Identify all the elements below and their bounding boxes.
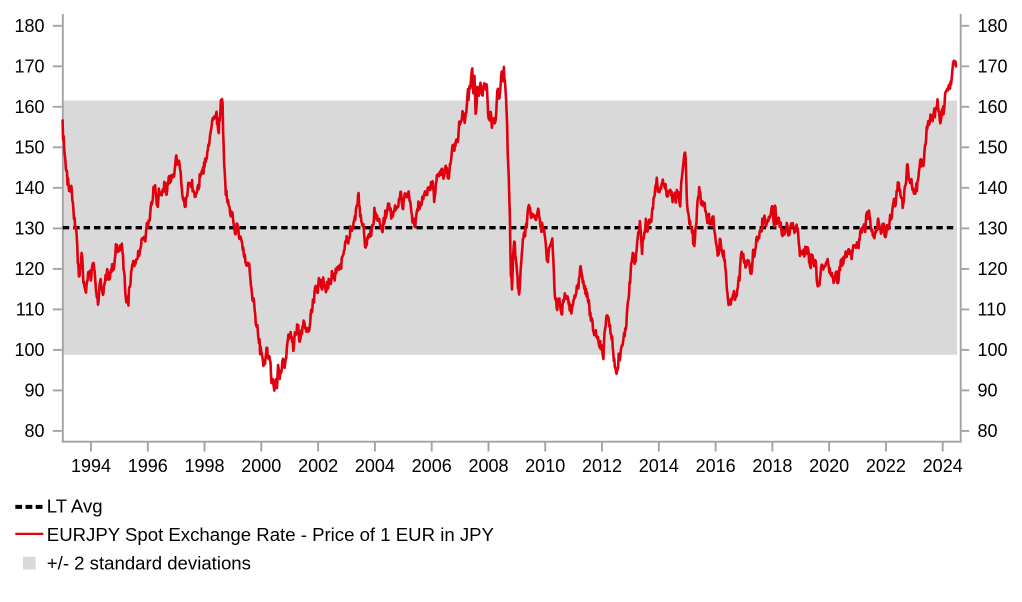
svg-text:150: 150 <box>14 137 44 157</box>
svg-text:LT Avg: LT Avg <box>47 496 103 517</box>
svg-text:90: 90 <box>24 380 44 400</box>
svg-text:130: 130 <box>978 218 1008 238</box>
svg-text:110: 110 <box>16 299 45 319</box>
svg-text:2006: 2006 <box>412 456 452 476</box>
svg-text:2024: 2024 <box>923 456 963 476</box>
svg-text:150: 150 <box>978 137 1008 157</box>
svg-text:1994: 1994 <box>71 456 111 476</box>
svg-text:2008: 2008 <box>468 456 508 476</box>
svg-text:2012: 2012 <box>582 456 622 476</box>
svg-text:2000: 2000 <box>241 456 281 476</box>
svg-text:2004: 2004 <box>355 456 395 476</box>
svg-text:120: 120 <box>14 259 44 279</box>
svg-text:EURJPY Spot Exchange Rate - Pr: EURJPY Spot Exchange Rate - Price of 1 E… <box>47 524 494 545</box>
svg-text:120: 120 <box>978 259 1008 279</box>
svg-text:2010: 2010 <box>525 456 565 476</box>
svg-text:1996: 1996 <box>128 456 168 476</box>
svg-text:140: 140 <box>978 178 1008 198</box>
svg-text:2002: 2002 <box>298 456 338 476</box>
svg-text:80: 80 <box>24 421 44 441</box>
svg-text:140: 140 <box>14 178 44 198</box>
svg-text:170: 170 <box>978 56 1008 76</box>
svg-text:1998: 1998 <box>184 456 224 476</box>
svg-text:2020: 2020 <box>809 456 849 476</box>
svg-text:180: 180 <box>14 16 44 36</box>
svg-text:2018: 2018 <box>752 456 792 476</box>
svg-text:2022: 2022 <box>866 456 906 476</box>
svg-text:100: 100 <box>14 340 44 360</box>
svg-text:90: 90 <box>978 380 998 400</box>
svg-text:2016: 2016 <box>696 456 736 476</box>
svg-text:2014: 2014 <box>639 456 679 476</box>
svg-text:130: 130 <box>14 218 44 238</box>
svg-text:180: 180 <box>978 16 1008 36</box>
svg-text:170: 170 <box>14 56 44 76</box>
svg-text:110: 110 <box>978 299 1007 319</box>
svg-text:160: 160 <box>978 97 1008 117</box>
svg-text:100: 100 <box>978 340 1008 360</box>
svg-text:+/- 2 standard deviations: +/- 2 standard deviations <box>47 553 251 574</box>
svg-text:160: 160 <box>14 97 44 117</box>
svg-text:80: 80 <box>978 421 998 441</box>
